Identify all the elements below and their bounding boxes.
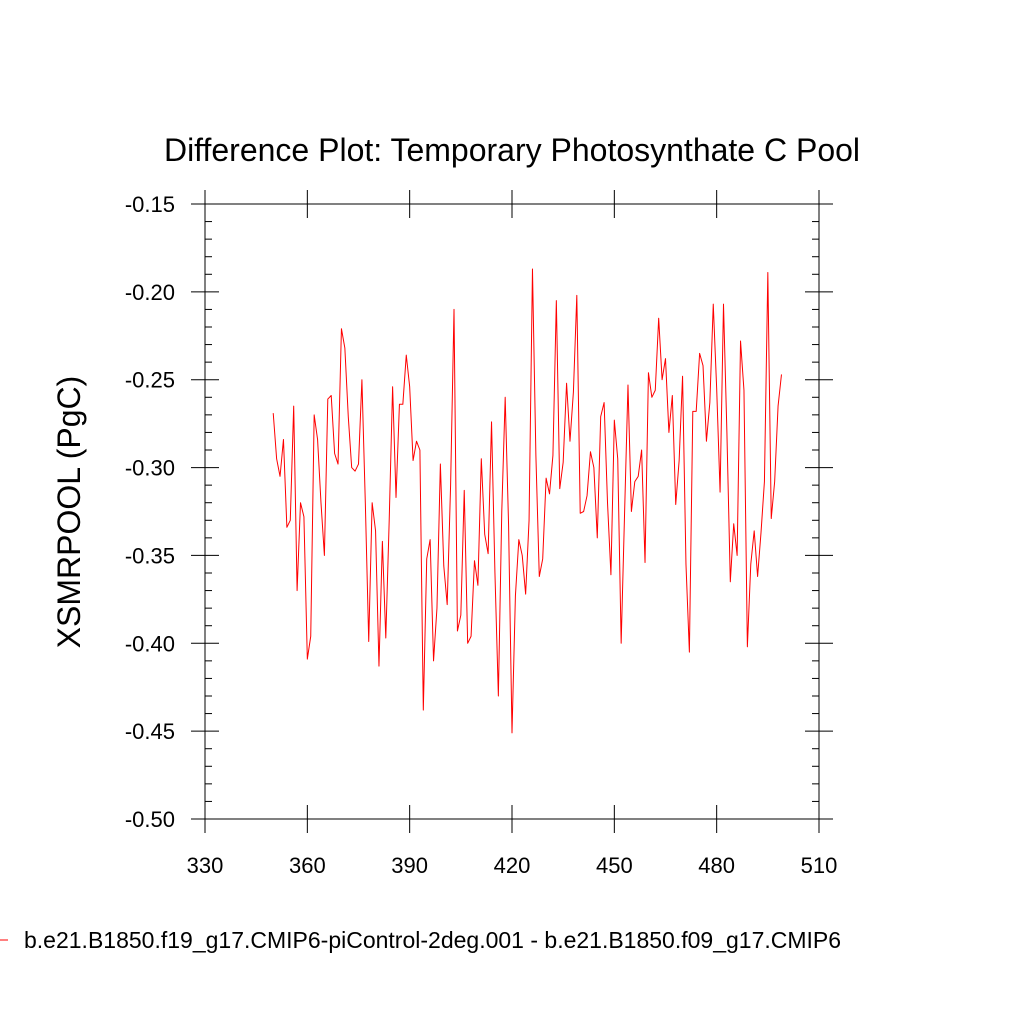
- y-tick-label: -0.45: [125, 719, 175, 744]
- chart: Difference Plot: Temporary Photosynthate…: [0, 0, 1024, 1024]
- series-layer: [273, 269, 781, 733]
- chart-title: Difference Plot: Temporary Photosynthate…: [164, 132, 860, 168]
- x-tick-label: 480: [698, 853, 735, 878]
- legend-label: b.e21.B1850.f19_g17.CMIP6-piControl-2deg…: [24, 927, 841, 953]
- y-tick-label: -0.15: [125, 192, 175, 217]
- y-tick-label: -0.30: [125, 456, 175, 481]
- y-tick-label: -0.35: [125, 543, 175, 568]
- series-line: [273, 269, 781, 733]
- legend: b.e21.B1850.f19_g17.CMIP6-piControl-2deg…: [0, 927, 841, 953]
- y-tick-label: -0.20: [125, 280, 175, 305]
- x-tick-label: 360: [289, 853, 326, 878]
- x-tick-label: 330: [187, 853, 224, 878]
- x-tick-label: 510: [801, 853, 838, 878]
- x-tick-labels: 330 360 390 420 450 480 510: [187, 853, 838, 878]
- tick-marks: [191, 190, 833, 833]
- x-tick-label: 450: [596, 853, 633, 878]
- x-tick-label: 420: [494, 853, 531, 878]
- y-tick-labels: -0.50 -0.45 -0.40 -0.35 -0.30 -0.25 -0.20 -0.15: [125, 192, 175, 832]
- x-tick-label: 390: [391, 853, 428, 878]
- y-axis-label: XSMRPOOL (PgC): [51, 376, 87, 649]
- y-tick-label: -0.50: [125, 807, 175, 832]
- y-tick-label: -0.40: [125, 631, 175, 656]
- y-tick-label: -0.25: [125, 368, 175, 393]
